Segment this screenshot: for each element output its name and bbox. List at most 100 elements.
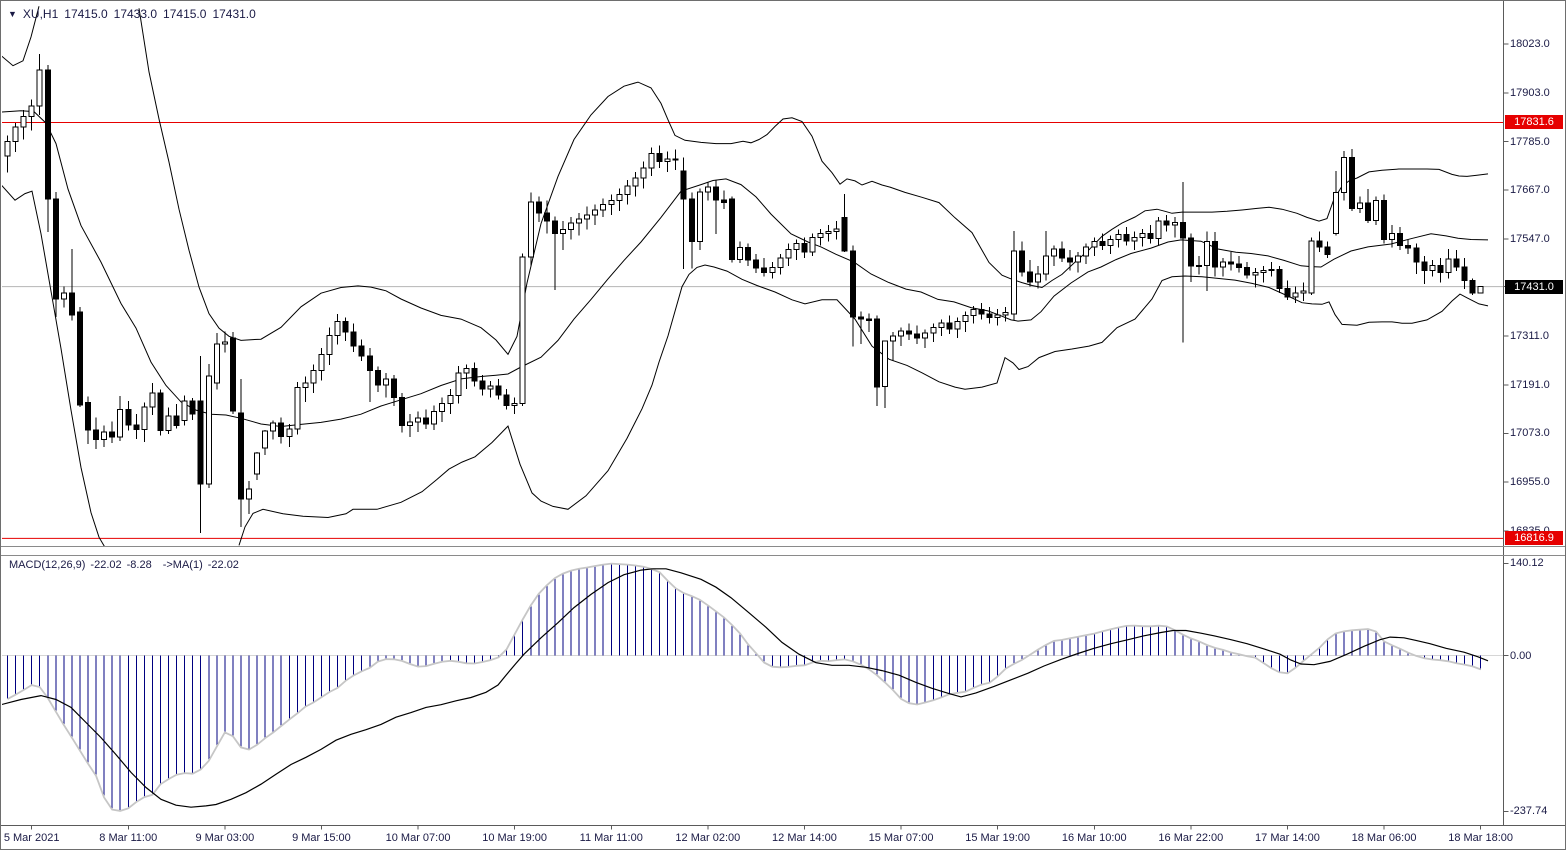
bullish-candle: [101, 431, 108, 441]
bearish-candle: [1147, 232, 1154, 240]
bearish-candle: [1099, 241, 1106, 246]
bearish-candle: [471, 368, 478, 382]
bearish-candle: [68, 292, 75, 316]
bullish-candle: [1429, 264, 1436, 271]
bearish-candle: [93, 429, 100, 441]
bearish-candle: [906, 330, 913, 335]
bullish-candle: [568, 222, 574, 230]
bullish-candle: [455, 372, 462, 396]
bullish-candle: [1171, 221, 1178, 226]
close-value: 17431.0: [212, 7, 256, 21]
bearish-candle: [398, 396, 405, 427]
bearish-candle: [237, 412, 244, 500]
price-tick-label: 17667.0: [1510, 183, 1550, 196]
macd-main-value: -22.02: [90, 559, 122, 571]
bearish-candle: [109, 431, 116, 438]
bearish-candle: [1453, 258, 1460, 268]
macd-panel[interactable]: [1, 562, 1504, 812]
bearish-candle: [1421, 261, 1428, 271]
candles-layer: [4, 53, 1484, 534]
bullish-candle: [1131, 236, 1138, 242]
bullish-candle: [777, 257, 784, 268]
time-tick-label: 10 Mar 19:00: [482, 832, 548, 844]
bullish-candle: [1075, 255, 1082, 263]
time-tick-label: 9 Mar 15:00: [292, 832, 351, 844]
bullish-candle: [1042, 255, 1049, 275]
bearish-candle: [1244, 266, 1251, 276]
bearish-candle: [680, 170, 687, 200]
bearish-candle: [85, 401, 91, 431]
bullish-candle: [439, 403, 446, 413]
time-tick-label: 16 Mar 10:00: [1061, 832, 1127, 844]
bullish-candle: [1332, 191, 1339, 234]
support-level-badge: 16816.9: [1505, 531, 1563, 546]
time-tick-label: 10 Mar 07:00: [385, 832, 451, 844]
time-tick-label: 11 Mar 11:00: [579, 832, 643, 844]
price-tick-label: 18023.0: [1510, 38, 1550, 50]
bullish-candle: [793, 243, 800, 250]
price-panel[interactable]: [1, 6, 1504, 547]
bullish-candle: [632, 177, 639, 187]
bearish-candle: [1413, 247, 1420, 263]
bearish-candle: [712, 186, 719, 201]
bullish-candle: [890, 335, 896, 342]
macd-name: MACD(12,26,9): [9, 559, 86, 571]
price-tick-label: 17547.0: [1510, 233, 1550, 246]
price-tick-label: 16955.0: [1510, 475, 1550, 488]
bearish-candle: [125, 408, 132, 426]
macd-max-label: 140.12: [1510, 557, 1544, 570]
chart-dropdown-icon[interactable]: ▼: [8, 9, 17, 19]
bullish-candle: [246, 488, 252, 500]
bullish-candle: [205, 375, 212, 485]
chart-title: ▼ XU,H1 17415.0 17433.0 17415.0 17431.0: [8, 7, 256, 21]
bullish-candle: [511, 403, 518, 407]
bearish-candle: [173, 415, 180, 427]
bullish-candle: [318, 353, 325, 372]
time-tick-label: 12 Mar 02:00: [675, 832, 741, 844]
bullish-candle: [1268, 268, 1275, 271]
bearish-candle: [157, 392, 164, 432]
macd-indicator-label: MACD(12,26,9) -22.02 -8.28 ->MA(1) -22.0…: [9, 559, 239, 571]
bullish-candle: [922, 332, 929, 339]
bullish-candle: [704, 186, 711, 193]
bollinger-lower-band-left: [2, 184, 106, 547]
bullish-candle: [696, 191, 703, 243]
bearish-candle: [1381, 200, 1388, 241]
bearish-candle: [1067, 257, 1074, 263]
time-tick-label: 17 Mar 14:00: [1255, 832, 1320, 844]
bearish-candle: [358, 345, 365, 357]
bullish-candle: [608, 200, 615, 206]
bullish-candle: [1203, 241, 1210, 266]
bearish-candle: [978, 309, 985, 315]
bearish-candle: [1212, 241, 1218, 268]
bullish-candle: [584, 214, 591, 220]
bullish-candle: [1373, 200, 1379, 221]
bullish-candle: [36, 69, 43, 107]
price-tick-label: 17785.0: [1510, 135, 1550, 148]
bullish-candle: [447, 394, 454, 405]
bullish-candle: [4, 141, 11, 157]
time-tick-label: 12 Mar 14:00: [772, 832, 837, 844]
bearish-candle: [1228, 261, 1235, 265]
axes-layer: [1, 1, 1565, 830]
bearish-candle: [551, 220, 558, 234]
macd-histogram: [7, 563, 1482, 811]
bullish-candle: [527, 201, 534, 258]
macd-signal-line: [2, 568, 1489, 808]
bullish-candle: [431, 411, 438, 425]
bullish-candle: [938, 322, 945, 329]
bullish-candle: [1260, 269, 1267, 273]
bullish-candle: [415, 417, 422, 423]
bearish-candle: [1018, 250, 1025, 273]
bearish-candle: [1405, 245, 1412, 249]
bearish-candle: [1236, 263, 1243, 268]
bearish-candle: [1284, 288, 1291, 298]
bearish-candle: [423, 417, 430, 425]
bearish-candle: [1179, 221, 1186, 239]
bollinger-upper-band-left: [2, 6, 40, 67]
bearish-candle: [688, 198, 695, 243]
bullish-candle: [382, 378, 389, 386]
bearish-candle: [986, 313, 993, 318]
time-tick-label: 18 Mar 18:00: [1448, 832, 1514, 844]
